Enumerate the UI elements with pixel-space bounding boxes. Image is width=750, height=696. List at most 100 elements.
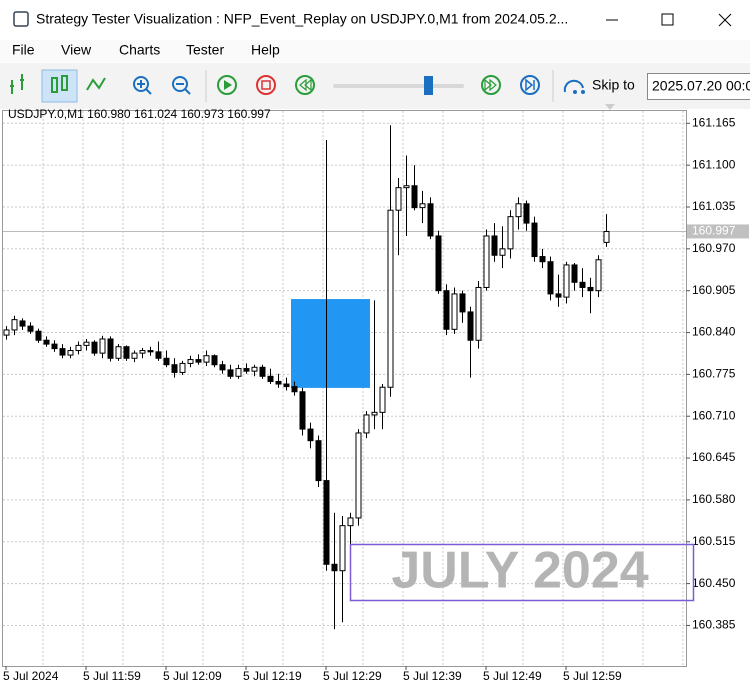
y-tick-label: 160.775 <box>692 367 736 381</box>
shift-marker <box>605 104 615 110</box>
candle-body <box>75 344 82 352</box>
title-bar: Strategy Tester Visualization : NFP_Even… <box>13 11 732 27</box>
candle-body <box>179 362 186 373</box>
y-tick-label: 161.165 <box>692 115 736 129</box>
slower-button[interactable] <box>295 75 315 95</box>
candle-body <box>99 338 106 354</box>
candle-body <box>259 366 266 377</box>
x-tick-label: 5 Jul 12:29 <box>323 669 382 683</box>
y-tick-label: 160.840 <box>692 325 736 339</box>
zoom-out-icon <box>176 83 191 95</box>
candle-body <box>171 364 178 373</box>
line-chart-button[interactable] <box>86 77 106 91</box>
zoom-in-button[interactable] <box>133 76 149 92</box>
skip-label: Skip to <box>592 77 635 93</box>
y-tick-label: 160.515 <box>692 534 736 548</box>
candle-body <box>555 293 562 298</box>
candle-body <box>523 203 530 224</box>
watermark: JULY 2024 <box>391 542 648 600</box>
candle-body <box>155 351 162 359</box>
menu-bar <box>0 40 750 62</box>
candle-body <box>227 369 234 377</box>
candle-body <box>571 264 578 283</box>
price-zone <box>291 299 370 388</box>
skip-icon <box>563 79 584 93</box>
candle-body <box>123 346 130 359</box>
candle-body <box>83 341 90 346</box>
candle-body <box>331 563 338 572</box>
bar-chart-button[interactable] <box>10 74 24 94</box>
watermark-box <box>349 543 695 602</box>
candle-body <box>587 286 594 292</box>
candle-body <box>363 414 370 434</box>
menu-item[interactable]: File <box>12 42 35 58</box>
step-button[interactable] <box>520 75 540 95</box>
app-icon <box>13 11 29 27</box>
candle-body <box>275 380 282 385</box>
candle-body <box>515 203 522 218</box>
y-tick-label: 160.905 <box>692 283 736 297</box>
faster-button[interactable] <box>481 75 501 95</box>
y-tick-label: 160.580 <box>692 492 736 506</box>
candle-button[interactable] <box>41 69 78 103</box>
candle-body <box>443 290 450 330</box>
play-button[interactable] <box>217 75 237 95</box>
candle-body <box>451 293 458 330</box>
stop-button[interactable] <box>256 75 276 95</box>
x-tick-label: 5 Jul 2024 <box>3 669 59 683</box>
candle-icon <box>51 77 58 93</box>
skip-date: 2025.07.20 00:0 <box>652 78 750 94</box>
candle-body <box>299 391 306 430</box>
menu-item[interactable]: Tester <box>186 42 224 58</box>
candle-body <box>323 480 330 565</box>
menu-item[interactable]: Charts <box>119 42 160 58</box>
x-tick-label: 5 Jul 12:19 <box>243 669 302 683</box>
candle-body <box>531 222 538 258</box>
y-tick-label: 160.645 <box>692 450 736 464</box>
candle-body <box>59 348 66 356</box>
price-label: 160.997 <box>692 224 736 238</box>
zoom-out-button[interactable] <box>172 76 188 92</box>
faster-icon <box>484 78 497 92</box>
candle-body <box>203 355 210 363</box>
x-tick-label: 5 Jul 11:59 <box>83 669 141 683</box>
candle-body <box>371 411 378 416</box>
y-tick-label: 160.970 <box>692 241 736 255</box>
candle-icon <box>61 75 68 91</box>
candle-body <box>67 350 74 356</box>
candle-body <box>395 187 402 211</box>
candle-body <box>11 319 18 331</box>
candle-body <box>435 235 442 292</box>
slower-icon <box>299 78 312 92</box>
skip-date-input[interactable] <box>647 73 750 100</box>
slider-thumb[interactable] <box>424 76 433 95</box>
candle-body <box>339 525 346 572</box>
candle-body <box>603 230 610 243</box>
candle-body <box>219 364 226 371</box>
candle-body <box>579 281 586 288</box>
menu-item[interactable]: Help <box>251 42 280 58</box>
y-tick-label: 160.450 <box>692 576 736 590</box>
menu-item[interactable]: View <box>61 42 92 58</box>
maximize-button[interactable] <box>661 13 674 26</box>
x-tick-label: 5 Jul 12:09 <box>163 669 222 683</box>
candle-body <box>483 235 490 288</box>
candle-body <box>595 259 602 292</box>
toolbar-icons: Skip to 2025.07.20 00:0 <box>10 69 750 103</box>
candle-body <box>499 248 506 256</box>
candle-body <box>427 203 434 237</box>
stop-icon <box>261 80 271 90</box>
candle-body <box>115 346 122 359</box>
candle-body <box>459 293 466 313</box>
speed-slider[interactable] <box>333 84 464 88</box>
candle-body <box>51 343 58 350</box>
candle-body <box>491 235 498 256</box>
candle-body <box>539 256 546 263</box>
close-button[interactable] <box>718 13 732 27</box>
menu: File View Charts Tester Help <box>12 42 280 58</box>
candle-body <box>243 368 250 372</box>
candle-body <box>139 350 146 354</box>
candle-body <box>187 359 194 364</box>
candle-body <box>507 216 514 250</box>
